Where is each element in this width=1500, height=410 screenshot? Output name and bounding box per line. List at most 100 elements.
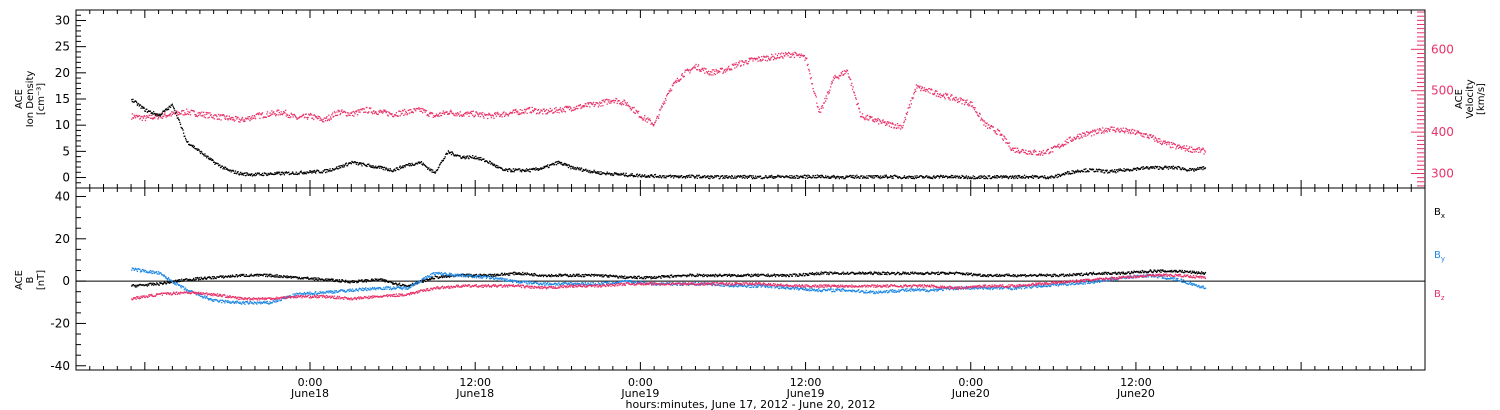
bx-series-point xyxy=(285,275,287,277)
density-series-point xyxy=(226,168,229,170)
velocity-series-point xyxy=(814,92,816,95)
density-series-point xyxy=(411,162,413,164)
velocity-series-point xyxy=(275,115,277,117)
velocity-series-point xyxy=(422,112,424,114)
bx-series-point xyxy=(583,274,585,276)
velocity-series-point xyxy=(290,116,292,118)
density-series-point xyxy=(852,174,854,177)
velocity-series-point xyxy=(1037,154,1039,156)
density-series-point xyxy=(1157,165,1159,168)
velocity-series-point xyxy=(980,119,982,121)
density-series-point xyxy=(1047,178,1049,180)
density-series-point xyxy=(821,176,823,178)
velocity-series-point xyxy=(683,75,685,77)
bx-series-point xyxy=(729,274,731,277)
velocity-series-point xyxy=(886,121,889,123)
velocity-series-point xyxy=(921,86,923,88)
bx-series-point xyxy=(539,275,541,277)
density-series-point xyxy=(646,175,648,177)
velocity-series-point xyxy=(138,114,140,117)
density-series-point xyxy=(891,175,894,178)
density-series-point xyxy=(273,173,275,176)
density-series-point xyxy=(1102,169,1105,171)
velocity-series-point xyxy=(423,109,426,111)
density-series-point xyxy=(174,112,177,114)
bx-series-point xyxy=(150,282,152,284)
velocity-series-point xyxy=(260,113,262,115)
density-series-point xyxy=(466,155,468,157)
velocity-series-point xyxy=(1170,147,1172,149)
b-tick-label: -40 xyxy=(50,359,70,373)
velocity-series-point xyxy=(234,119,236,122)
bx-series-point xyxy=(196,276,199,279)
velocity-series-point xyxy=(437,114,439,116)
velocity-series-point xyxy=(1018,152,1021,154)
velocity-series-point xyxy=(1127,132,1130,134)
velocity-series-point xyxy=(976,112,978,114)
density-series-point xyxy=(776,176,778,178)
density-series-point xyxy=(562,164,564,166)
velocity-series-point xyxy=(144,115,146,118)
density-series-point xyxy=(640,175,642,177)
velocity-series-point xyxy=(808,70,810,72)
velocity-series-point xyxy=(545,113,547,115)
velocity-series-point xyxy=(758,57,760,59)
velocity-series-point xyxy=(257,112,259,115)
velocity-series-point xyxy=(941,94,943,96)
density-series-point xyxy=(1018,175,1021,177)
bx-series-point xyxy=(771,275,773,277)
bx-series-point xyxy=(174,279,177,281)
density-series-point xyxy=(261,172,264,175)
velocity-series-point xyxy=(198,114,200,117)
velocity-series-point xyxy=(361,107,364,110)
density-series-point xyxy=(198,149,200,151)
density-series-point xyxy=(425,165,427,167)
density-series-point xyxy=(1173,168,1175,170)
velocity-series-point xyxy=(923,87,926,89)
density-series-point xyxy=(185,139,187,141)
velocity-series-point xyxy=(632,111,635,113)
density-series-point xyxy=(546,165,548,168)
density-series-point xyxy=(539,168,541,170)
density-series-point xyxy=(208,158,210,161)
bx-series-point xyxy=(754,273,757,275)
velocity-series-point xyxy=(604,101,606,103)
density-series-point xyxy=(1003,175,1006,177)
bx-series-point xyxy=(659,276,662,278)
density-series-point xyxy=(164,109,167,111)
velocity-series-point xyxy=(778,52,780,55)
density-series-point xyxy=(313,169,316,172)
density-series-point xyxy=(1056,176,1058,179)
density-series-point xyxy=(881,176,884,178)
velocity-series-point xyxy=(146,115,148,117)
density-series-point xyxy=(747,175,749,177)
density-series-point xyxy=(931,177,933,179)
velocity-series-point xyxy=(954,100,956,102)
bx-series-point xyxy=(534,272,536,275)
velocity-series-point xyxy=(554,108,556,110)
velocity-series-point xyxy=(773,56,775,58)
density-series-point xyxy=(645,175,647,178)
velocity-tick-label: 300 xyxy=(1431,167,1454,181)
bx-series-point xyxy=(317,279,319,281)
velocity-series-point xyxy=(581,105,583,107)
bx-series-point xyxy=(198,279,200,281)
bx-series-point xyxy=(184,278,186,281)
velocity-series-point xyxy=(885,124,887,126)
bx-series-point xyxy=(192,278,194,281)
velocity-series-point xyxy=(575,107,577,109)
velocity-series-point xyxy=(623,99,625,101)
density-series-point xyxy=(137,103,140,105)
density-series-point xyxy=(696,177,698,179)
bx-series-point xyxy=(356,282,358,284)
velocity-series-point xyxy=(901,126,904,129)
bx-series-point xyxy=(199,278,202,281)
density-series-point xyxy=(1182,167,1184,169)
bx-series-point xyxy=(441,275,443,278)
density-series-point xyxy=(966,177,968,179)
density-series-point xyxy=(692,175,695,177)
velocity-series-point xyxy=(590,102,592,104)
velocity-series-point xyxy=(1162,140,1165,142)
velocity-series-point xyxy=(254,118,257,120)
velocity-series-point xyxy=(1079,137,1081,139)
